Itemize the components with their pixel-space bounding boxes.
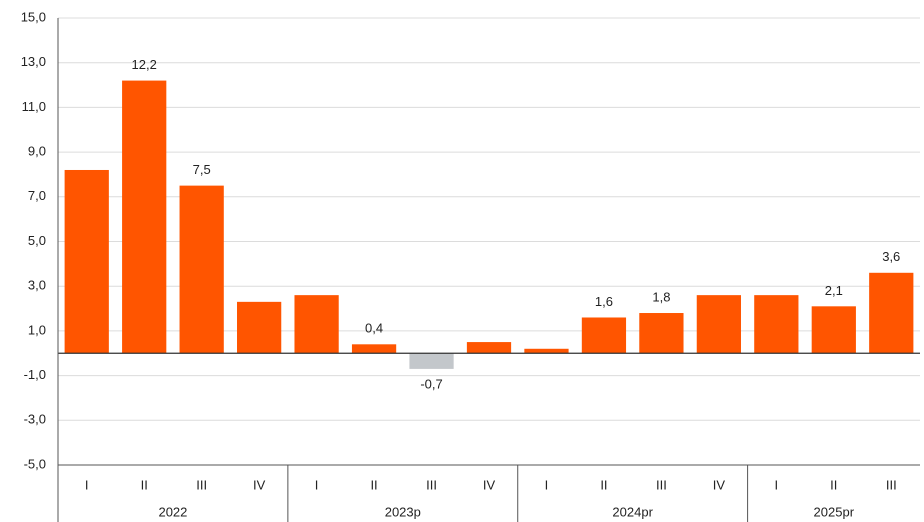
y-tick-label: 1,0: [28, 322, 46, 337]
bar: [524, 348, 569, 354]
x-tick-label: III: [426, 477, 437, 492]
x-tick-label: I: [545, 477, 549, 492]
bar: [409, 353, 454, 369]
bar: [581, 317, 627, 354]
group-label: 2023p: [385, 504, 421, 519]
x-tick-label: IV: [483, 477, 496, 492]
data-label: 7,5: [193, 162, 211, 177]
y-tick-label: 13,0: [21, 54, 46, 69]
x-tick-label: III: [656, 477, 667, 492]
bar: [639, 313, 684, 354]
data-label: 3,6: [882, 249, 900, 264]
y-tick-label: -5,0: [24, 456, 46, 471]
bar: [179, 185, 224, 354]
bar: [64, 169, 109, 354]
bar: [696, 295, 741, 354]
data-label: 1,6: [595, 294, 613, 309]
y-tick-label: -3,0: [24, 412, 46, 427]
x-tick-label: III: [196, 477, 207, 492]
bar: [351, 344, 397, 354]
x-tick-label: II: [600, 477, 607, 492]
data-label: 2,1: [825, 283, 843, 298]
x-tick-label: I: [775, 477, 779, 492]
data-label: 1,8: [652, 289, 670, 304]
group-label: 2022: [158, 504, 187, 519]
bar: [466, 342, 512, 354]
group-label: 2024pr: [612, 504, 653, 519]
y-tick-label: 9,0: [28, 144, 46, 159]
x-tick-label: I: [315, 477, 319, 492]
bar: [122, 80, 167, 354]
x-tick-label: III: [886, 477, 897, 492]
bar: [294, 295, 339, 354]
y-tick-label: 11,0: [22, 99, 46, 114]
y-tick-label: -1,0: [24, 367, 46, 382]
data-label: 12,2: [132, 57, 157, 72]
x-tick-label: II: [370, 477, 377, 492]
x-tick-label: IV: [713, 477, 726, 492]
bar: [237, 301, 282, 354]
x-tick-label: II: [830, 477, 837, 492]
x-tick-label: IV: [253, 477, 266, 492]
data-label: -0,7: [420, 376, 442, 391]
y-tick-label: 3,0: [28, 278, 46, 293]
bar: [869, 272, 914, 354]
group-label: 2025pr: [814, 504, 855, 519]
bar: [811, 306, 856, 354]
x-tick-label: II: [141, 477, 148, 492]
x-tick-label: I: [85, 477, 89, 492]
bar: [754, 295, 799, 354]
y-tick-label: 5,0: [28, 233, 46, 248]
y-tick-label: 15,0: [21, 9, 46, 24]
y-tick-label: 7,0: [28, 188, 46, 203]
data-label: 0,4: [365, 321, 383, 336]
